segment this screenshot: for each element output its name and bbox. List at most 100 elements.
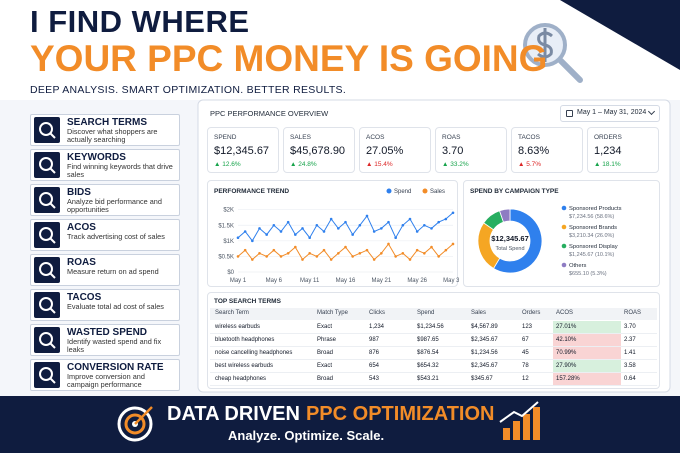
column-header: Match Type bbox=[317, 310, 348, 316]
x-tick-label: May 16 bbox=[336, 278, 356, 284]
table-cell: Broad bbox=[317, 376, 334, 382]
table-cell: best wireless earbuds bbox=[215, 363, 274, 369]
kpi-change: ▲ 18.1% bbox=[594, 161, 621, 168]
kpi-change: ▲ 12.6% bbox=[214, 161, 241, 168]
table-cell: 3.58 bbox=[624, 363, 636, 369]
feature-text: Measure return on ad spend bbox=[67, 267, 159, 276]
y-tick-label: $1.5K bbox=[218, 223, 234, 229]
point bbox=[286, 252, 290, 255]
column-header: Search Term bbox=[215, 310, 249, 316]
table-cell: 3.70 bbox=[624, 324, 636, 330]
point bbox=[337, 227, 340, 230]
kpi-card: TACOS 8.63% ▲ 5.7% bbox=[511, 127, 583, 173]
x-tick-label: May 21 bbox=[371, 278, 391, 284]
point bbox=[308, 236, 311, 240]
footer-tagline: Analyze. Optimize. Scale. bbox=[228, 428, 385, 443]
icon-shape bbox=[39, 332, 53, 346]
chart-card: PERFORMANCE TREND $0 $0.5K $1K $1.5K $2K May 1… bbox=[207, 180, 459, 287]
table-cell: 876 bbox=[369, 350, 380, 356]
dashboard-title: PPC PERFORMANCE OVERVIEW bbox=[210, 109, 329, 118]
feature-item: CONVERSION RATE Improve conversion and ca… bbox=[30, 359, 180, 391]
table-cell: $2,345.67 bbox=[471, 363, 498, 369]
y-tick-label: $0.5K bbox=[218, 254, 234, 260]
date-range: May 1 – May 31, 2024 bbox=[577, 109, 647, 116]
point bbox=[279, 255, 283, 258]
column-header: ACOS bbox=[556, 310, 574, 316]
footer-highlight: PPC OPTIMIZATION bbox=[305, 403, 495, 425]
feature-title: WASTED SPEND bbox=[67, 327, 148, 338]
kpi-label: SALES bbox=[290, 134, 311, 141]
chart-card: SPEND BY CAMPAIGN TYPE Sponsored Products… bbox=[463, 180, 660, 287]
table-cell: noise cancelling headphones bbox=[215, 350, 293, 356]
feature-icon bbox=[34, 152, 60, 178]
table-cell: 78 bbox=[522, 363, 529, 369]
legend-value: $3,210.34 (26.0%) bbox=[569, 233, 614, 239]
icon-shape bbox=[39, 192, 53, 206]
icon-glyph bbox=[39, 227, 56, 244]
table-cell: 123 bbox=[522, 324, 533, 330]
table-cell: cheap headphones bbox=[215, 376, 267, 382]
kpi-value: 27.05% bbox=[366, 145, 404, 157]
bars-trend bbox=[499, 401, 539, 423]
donut-segment bbox=[492, 208, 543, 274]
table-cell: $1,234.56 bbox=[417, 324, 444, 330]
feature-icon bbox=[34, 362, 60, 388]
table-title: TOP SEARCH TERMS bbox=[214, 298, 281, 305]
table-cell: 1.41 bbox=[624, 350, 636, 356]
feature-icon bbox=[34, 187, 60, 213]
point bbox=[415, 230, 419, 233]
point bbox=[444, 248, 448, 252]
x-tick-label: May 11 bbox=[300, 278, 320, 284]
row-divider bbox=[210, 372, 657, 373]
icon-glyph bbox=[39, 332, 56, 349]
row-divider bbox=[210, 346, 657, 347]
icon-shape bbox=[39, 367, 53, 381]
kpi-card: ORDERS 1,234 ▲ 18.1% bbox=[587, 127, 659, 173]
table-cell: $987.65 bbox=[417, 337, 439, 343]
feature-text: Identify wasted spend and fix leaks bbox=[67, 337, 162, 354]
point bbox=[272, 223, 276, 227]
point bbox=[415, 248, 419, 252]
feature-item: ROAS Measure return on ad spend bbox=[30, 254, 180, 286]
icon-glyph bbox=[39, 297, 56, 314]
icon-glyph bbox=[39, 122, 56, 139]
row-divider bbox=[210, 359, 657, 360]
table-cell: Exact bbox=[317, 324, 333, 330]
x-tick-label: May 31 bbox=[443, 278, 459, 284]
point bbox=[322, 230, 326, 233]
feature-title: CONVERSION RATE bbox=[67, 362, 164, 373]
legend-value: $7,234.56 (58.6%) bbox=[569, 214, 614, 220]
donut-segment bbox=[499, 208, 511, 223]
point bbox=[258, 252, 261, 255]
feature-text: Track advertising cost of sales bbox=[67, 232, 165, 241]
point bbox=[351, 233, 354, 236]
target-icon bbox=[117, 406, 153, 442]
icon-shape bbox=[49, 202, 56, 209]
chart-title: PERFORMANCE TREND bbox=[214, 188, 289, 195]
feature-item: BIDS Analyze bid performance and opportun… bbox=[30, 184, 180, 216]
icon-glyph bbox=[39, 367, 56, 384]
point bbox=[308, 252, 311, 255]
table-cell: Broad bbox=[317, 350, 334, 356]
feature-title: SEARCH TERMS bbox=[67, 117, 148, 128]
column-header: Orders bbox=[522, 310, 541, 316]
icon-shape bbox=[49, 307, 56, 314]
footer-heading: DATA DRIVEN PPC OPTIMIZATION bbox=[167, 403, 494, 426]
kpi-value: $12,345.67 bbox=[214, 145, 270, 157]
column-header: ROAS bbox=[624, 310, 642, 316]
kpi-label: ROAS bbox=[442, 134, 461, 141]
kpi-value: 1,234 bbox=[594, 145, 622, 157]
table-cell: 543 bbox=[369, 376, 380, 382]
point bbox=[344, 220, 347, 224]
point bbox=[243, 248, 247, 252]
point bbox=[437, 255, 440, 258]
table-cell: 27.01% bbox=[553, 321, 621, 333]
feature-text: Evaluate total ad cost of sales bbox=[67, 302, 164, 311]
kpi-value: $45,678.90 bbox=[290, 145, 346, 157]
bars-icon bbox=[533, 407, 540, 440]
feature-text: Find winning keywords that drive sales bbox=[67, 162, 173, 179]
table-cell: $654.32 bbox=[417, 363, 439, 369]
table-cell: 70.99% bbox=[553, 347, 621, 359]
icon-shape bbox=[39, 157, 53, 171]
date-picker[interactable]: May 1 – May 31, 2024 bbox=[560, 105, 660, 122]
